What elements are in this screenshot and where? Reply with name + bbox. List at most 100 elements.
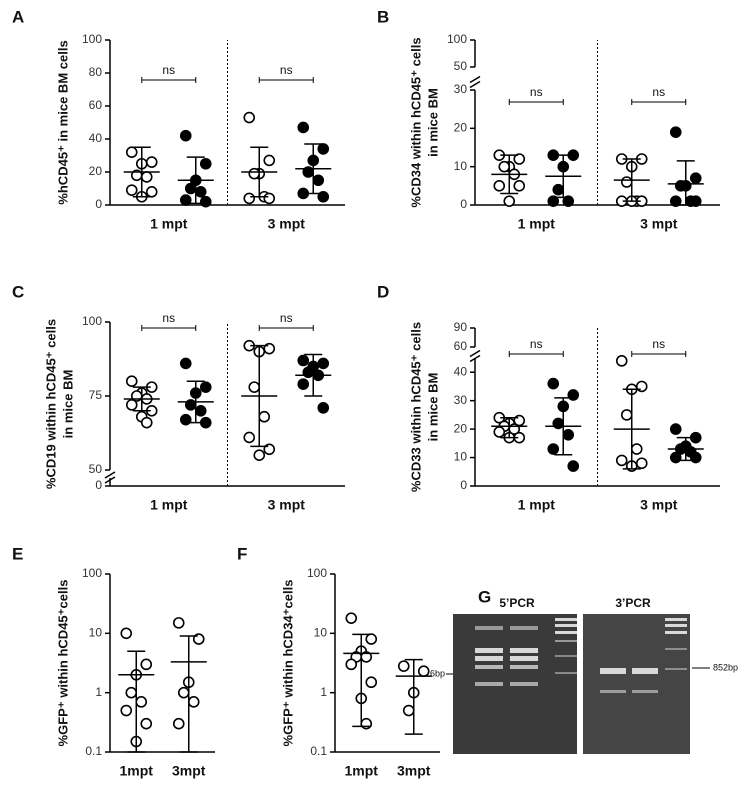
data-point — [243, 431, 256, 444]
data-point — [199, 381, 212, 393]
data-point — [567, 460, 580, 472]
data-point — [620, 176, 633, 188]
data-point — [184, 182, 197, 195]
y-tick-label: 0 — [460, 478, 467, 492]
data-point — [547, 443, 560, 455]
y-tick-label: 60 — [454, 339, 468, 353]
data-point — [674, 180, 687, 192]
y-tick-label: 20 — [454, 121, 468, 135]
x-tick-label: 3 mpt — [640, 216, 678, 232]
y-tick-label: 10 — [314, 626, 328, 640]
data-point — [317, 190, 330, 203]
axis-break — [104, 476, 116, 484]
data-point — [669, 126, 682, 138]
gel-bands — [475, 618, 687, 693]
y-tick-label: 10 — [454, 159, 468, 173]
data-point — [312, 174, 325, 187]
y-tick-label: 100 — [82, 566, 102, 580]
x-tick-label: 1mpt — [345, 763, 379, 779]
x-tick-label: 3mpt — [397, 763, 431, 779]
data-point — [562, 195, 575, 207]
data-point — [194, 186, 207, 198]
data-point — [513, 180, 526, 192]
data-point — [140, 717, 153, 730]
gel-panel: G 5’PCR 3’PCR 516bp 852bp — [420, 587, 738, 754]
data-point — [669, 423, 682, 435]
x-tick-label: 3 mpt — [640, 497, 678, 513]
y-axis-label: %CD33 within hCD45⁺ cells — [408, 322, 423, 492]
y-axis-label: %GFP⁺ within hCD45⁺cells — [55, 580, 70, 747]
data-point — [140, 171, 153, 183]
data-point — [615, 355, 628, 367]
gel-image — [583, 614, 690, 754]
data-point — [562, 428, 575, 441]
panel-letter: G — [478, 587, 491, 606]
data-point — [125, 146, 138, 158]
data-point — [669, 195, 682, 207]
y-tick-label: 90 — [454, 320, 468, 334]
y-tick-label: 40 — [454, 364, 468, 378]
data-point — [179, 194, 192, 206]
y-axis-label: in mice BM — [425, 373, 440, 442]
data-point — [125, 184, 138, 196]
data-point — [360, 717, 373, 730]
sig-label: ns — [530, 337, 543, 351]
axis-break — [469, 354, 481, 363]
data-point — [297, 378, 310, 390]
data-point — [243, 192, 256, 205]
data-point — [493, 180, 506, 192]
data-point — [248, 381, 261, 393]
data-point — [145, 186, 158, 198]
axis-break — [469, 80, 481, 89]
sig-label: ns — [652, 85, 665, 99]
data-point — [172, 617, 185, 629]
x-tick-label: 3 mpt — [268, 497, 306, 513]
sig-label: ns — [652, 337, 665, 351]
data-point — [263, 154, 276, 167]
y-axis-label: %hCD45⁺ in mice BM cells — [55, 40, 70, 204]
y-tick-label: 40 — [89, 131, 103, 145]
y-tick-label: 20 — [89, 164, 103, 178]
data-point — [635, 457, 648, 470]
y-tick-label: 0.1 — [85, 744, 102, 758]
data-point — [503, 195, 516, 207]
panel-letter: F — [237, 544, 247, 563]
data-point — [397, 660, 410, 672]
x-tick-label: 1 mpt — [518, 216, 556, 232]
data-point — [620, 409, 633, 421]
data-point — [317, 402, 330, 414]
data-point — [689, 172, 702, 184]
data-point — [297, 121, 310, 134]
y-tick-label: 10 — [89, 626, 103, 640]
data-point — [552, 183, 565, 196]
data-point — [145, 156, 158, 168]
data-point — [547, 195, 560, 207]
data-point — [253, 449, 266, 462]
data-point — [125, 686, 138, 699]
y-axis-label: %GFP⁺ within hCD34⁺cells — [280, 580, 295, 747]
y-axis-label: %CD19 within hCD45⁺ cells — [43, 319, 58, 489]
y-tick-label: 100 — [447, 32, 467, 46]
data-point — [187, 696, 200, 708]
x-tick-label: 1 mpt — [518, 497, 556, 513]
data-point — [140, 658, 153, 671]
sig-label: ns — [280, 63, 293, 77]
y-tick-label: 0 — [95, 197, 102, 211]
panel-letter: C — [12, 282, 24, 301]
y-tick-label: 0 — [95, 478, 102, 492]
y-tick-label: 100 — [82, 314, 102, 328]
data-point — [402, 704, 415, 717]
data-point — [125, 375, 138, 388]
data-point — [547, 377, 560, 390]
data-point — [513, 153, 526, 165]
y-tick-label: 1 — [320, 685, 327, 699]
y-axis-label: in mice BM — [60, 370, 75, 439]
axis-break — [469, 75, 481, 84]
axis-break — [469, 349, 481, 358]
y-tick-label: 30 — [454, 82, 468, 96]
sig-label: ns — [162, 311, 175, 325]
data-point — [297, 354, 310, 367]
data-point — [498, 160, 511, 173]
data-point — [172, 717, 185, 730]
